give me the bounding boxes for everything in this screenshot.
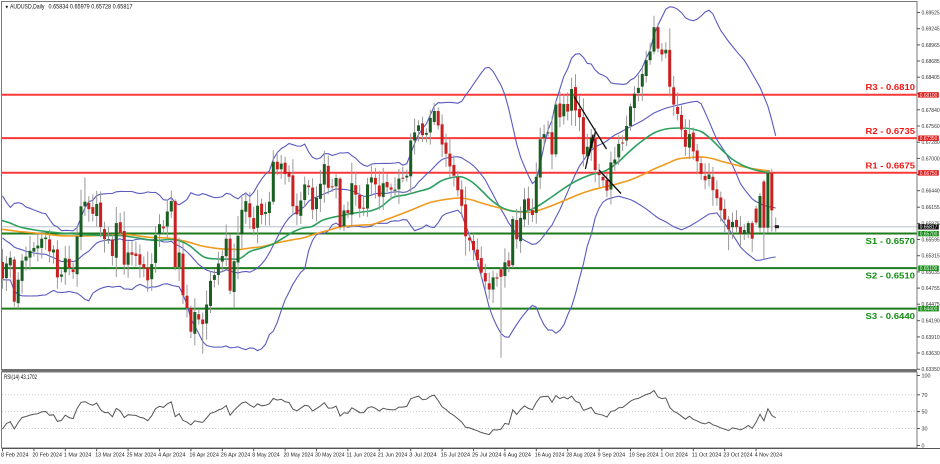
- svg-text:0.64400: 0.64400: [920, 307, 938, 313]
- svg-text:RSI(14) 43.1702: RSI(14) 43.1702: [4, 375, 37, 381]
- svg-text:R1 - 0.6675: R1 - 0.6675: [866, 161, 916, 171]
- svg-text:0.67840: 0.67840: [922, 108, 940, 114]
- svg-text:0.65700: 0.65700: [920, 232, 938, 238]
- svg-text:11 Jun 2024: 11 Jun 2024: [346, 453, 376, 459]
- svg-text:20 May 2024: 20 May 2024: [284, 453, 314, 459]
- svg-text:0.67280: 0.67280: [922, 140, 940, 146]
- svg-text:25 Jul 2024: 25 Jul 2024: [472, 453, 502, 459]
- svg-text:0.66440: 0.66440: [922, 189, 940, 195]
- svg-text:16 Aug 2024: 16 Aug 2024: [535, 453, 565, 459]
- svg-text:15 Jul 2024: 15 Jul 2024: [441, 453, 471, 459]
- svg-text:30: 30: [922, 427, 928, 433]
- svg-text:0.65595: 0.65595: [922, 238, 940, 244]
- svg-text:AUDUSD,Daily: AUDUSD,Daily: [10, 4, 45, 11]
- svg-text:0.66155: 0.66155: [922, 205, 940, 211]
- svg-text:0.66750: 0.66750: [920, 171, 938, 177]
- svg-text:70: 70: [922, 393, 928, 399]
- svg-text:0.68405: 0.68405: [922, 75, 940, 81]
- svg-text:0: 0: [922, 444, 925, 450]
- svg-text:8 May 2024: 8 May 2024: [252, 453, 280, 459]
- svg-text:0.69525: 0.69525: [922, 11, 940, 17]
- svg-text:0.63350: 0.63350: [922, 367, 940, 373]
- svg-text:▼: ▼: [5, 4, 10, 9]
- svg-text:6 Aug 2024: 6 Aug 2024: [503, 453, 531, 459]
- svg-text:4 Apr 2024: 4 Apr 2024: [158, 453, 186, 459]
- svg-text:13 Mar 2024: 13 Mar 2024: [95, 453, 125, 459]
- svg-text:0.69245: 0.69245: [922, 27, 940, 33]
- svg-text:0.63910: 0.63910: [922, 335, 940, 341]
- svg-text:1 Oct 2024: 1 Oct 2024: [660, 453, 688, 459]
- svg-text:23 Oct 2024: 23 Oct 2024: [723, 453, 753, 459]
- svg-text:0.65100: 0.65100: [920, 266, 938, 272]
- svg-text:0.68965: 0.68965: [922, 43, 940, 49]
- svg-text:S3 - 0.6440: S3 - 0.6440: [866, 311, 916, 321]
- svg-text:100: 100: [922, 374, 931, 380]
- svg-text:19 Sep 2024: 19 Sep 2024: [629, 453, 659, 459]
- svg-text:1 Mar 2024: 1 Mar 2024: [64, 453, 92, 459]
- svg-text:0.63630: 0.63630: [922, 351, 940, 357]
- svg-text:16 Apr 2024: 16 Apr 2024: [189, 453, 219, 459]
- svg-text:0.65817: 0.65817: [920, 225, 938, 231]
- svg-text:0.64190: 0.64190: [922, 319, 940, 325]
- svg-text:20 Feb 2024: 20 Feb 2024: [32, 453, 62, 459]
- svg-text:0.67350: 0.67350: [920, 136, 938, 142]
- svg-text:9 Sep 2024: 9 Sep 2024: [598, 453, 626, 459]
- svg-text:S1 - 0.6570: S1 - 0.6570: [866, 236, 916, 246]
- svg-text:0.67000: 0.67000: [922, 156, 940, 162]
- svg-text:50: 50: [922, 410, 928, 416]
- svg-text:R2 - 0.6735: R2 - 0.6735: [866, 126, 916, 136]
- svg-text:0.68685: 0.68685: [922, 59, 940, 65]
- svg-text:0.68100: 0.68100: [920, 93, 938, 99]
- svg-text:R3 - 0.6810: R3 - 0.6810: [866, 82, 916, 92]
- svg-text:S2 - 0.6510: S2 - 0.6510: [866, 271, 916, 281]
- svg-text:0.64755: 0.64755: [922, 286, 940, 292]
- svg-text:26 Apr 2024: 26 Apr 2024: [221, 453, 251, 459]
- svg-text:25 Mar 2024: 25 Mar 2024: [127, 453, 157, 459]
- svg-text:0.65035: 0.65035: [922, 270, 940, 276]
- svg-text:0.67560: 0.67560: [922, 124, 940, 130]
- svg-text:30 May 2024: 30 May 2024: [315, 453, 345, 459]
- svg-text:28 Aug 2024: 28 Aug 2024: [566, 453, 596, 459]
- svg-text:0.65834 0.65979 0.65728 0.6581: 0.65834 0.65979 0.65728 0.65817: [49, 4, 133, 11]
- svg-text:11 Oct 2024: 11 Oct 2024: [692, 453, 722, 459]
- svg-text:0.64475: 0.64475: [922, 302, 940, 308]
- svg-text:4 Nov 2024: 4 Nov 2024: [755, 453, 783, 459]
- svg-text:8 Feb 2024: 8 Feb 2024: [1, 453, 29, 459]
- svg-text:0.65315: 0.65315: [922, 254, 940, 260]
- svg-text:21 Jun 2024: 21 Jun 2024: [378, 453, 408, 459]
- svg-text:3 Jul 2024: 3 Jul 2024: [409, 453, 437, 459]
